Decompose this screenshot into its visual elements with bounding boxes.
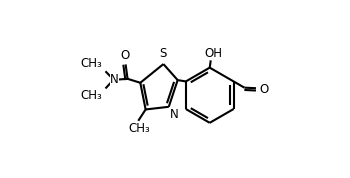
Text: CH₃: CH₃ [81,90,103,103]
Text: N: N [170,108,178,121]
Text: O: O [259,83,268,96]
Text: CH₃: CH₃ [81,57,103,70]
Text: N: N [110,73,119,86]
Text: OH: OH [204,47,222,60]
Text: O: O [120,49,130,62]
Text: CH₃: CH₃ [128,122,150,135]
Text: S: S [160,47,167,60]
